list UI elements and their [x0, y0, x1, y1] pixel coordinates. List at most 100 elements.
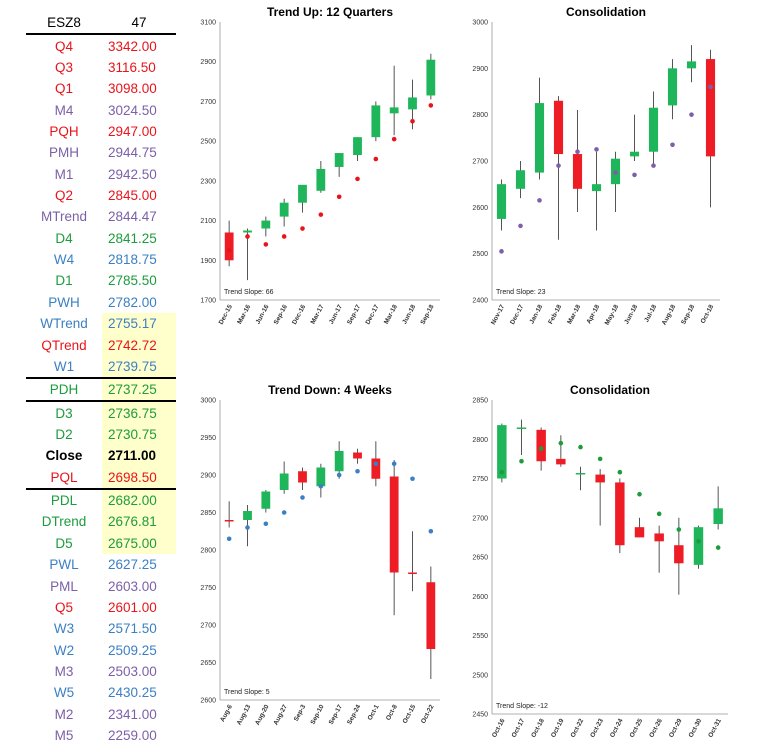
trend-marker	[637, 491, 642, 497]
y-tick-label: 2950	[200, 435, 216, 442]
trend-marker	[656, 511, 662, 517]
y-tick-label: 2400	[472, 298, 488, 305]
level-value: 2844.47	[108, 209, 157, 225]
y-tick-label: 2850	[200, 510, 216, 517]
level-value: 2676.81	[102, 511, 176, 533]
y-tick-label: 2450	[472, 712, 488, 719]
level-row: PDL 2682.00	[26, 489, 176, 512]
y-tick-label: 2750	[200, 585, 216, 592]
level-value: 3116.50	[108, 59, 156, 75]
level-label: D2	[55, 427, 73, 442]
level-value: 2601.00	[108, 599, 157, 615]
level-row: PQL 2698.50	[26, 466, 176, 490]
level-value: 2739.75	[102, 355, 176, 378]
candle-body	[408, 572, 417, 574]
level-value: 2782.00	[108, 294, 157, 310]
y-tick-label: 2750	[472, 476, 488, 483]
level-label: M2	[54, 706, 74, 722]
level-label: W1	[53, 358, 75, 374]
x-tick-label: Nov-17	[490, 303, 507, 326]
trend-marker	[281, 510, 287, 515]
level-label: PML	[50, 578, 78, 594]
y-tick-label: 2500	[472, 251, 488, 258]
candle-body	[713, 508, 723, 525]
x-tick-label: Oct-17	[511, 717, 527, 738]
level-row: Close 2711.00	[26, 445, 176, 467]
candle-body	[389, 476, 399, 573]
candle-body	[408, 97, 417, 110]
level-value: 2944.75	[108, 145, 157, 161]
candle-body	[353, 452, 362, 459]
level-label: Q4	[54, 38, 73, 54]
candle-body	[426, 59, 436, 96]
chart-title: Trend Down: 4 Weeks	[268, 383, 392, 397]
y-tick-label: 2600	[472, 594, 488, 601]
trend-marker	[281, 234, 287, 239]
level-row: Q3 3116.50	[26, 57, 176, 78]
level-row: M3 2503.00	[26, 661, 176, 682]
level-row: D1 2785.50	[26, 270, 176, 291]
x-tick-label: Sep-18	[419, 303, 435, 325]
chart-title: Consolidation	[570, 383, 650, 397]
candle-body	[279, 473, 289, 490]
level-value: 3098.00	[108, 81, 157, 97]
trend-marker	[558, 440, 564, 446]
level-value: 2675.00	[102, 532, 176, 554]
level-value: 2503.00	[108, 663, 157, 679]
trend-marker	[715, 545, 721, 550]
x-tick-label: Dec-15	[218, 303, 234, 325]
candle-body	[629, 151, 640, 157]
trend-marker	[428, 103, 434, 108]
y-tick-label: 2800	[472, 112, 488, 119]
trend-marker	[373, 461, 379, 467]
x-tick-label: Mar-16	[236, 303, 252, 325]
level-value: 2698.50	[102, 466, 176, 488]
x-tick-label: Oct-22	[570, 717, 586, 738]
x-tick-label: Sep-10	[309, 703, 325, 725]
trend-marker	[391, 136, 397, 142]
level-label: D4	[55, 230, 73, 246]
y-tick-label: 2650	[200, 660, 216, 667]
level-value: 3024.50	[108, 102, 157, 118]
x-tick-label: Oct-25	[629, 717, 645, 738]
x-tick-label: Oct-29	[668, 717, 684, 738]
y-tick-label: 2900	[200, 473, 216, 480]
trend-marker	[519, 458, 524, 464]
level-label: PDH	[49, 382, 79, 398]
level-row: PQH 2947.00	[26, 121, 176, 142]
candle-body	[556, 458, 566, 465]
candle-body	[615, 482, 625, 546]
candle-body	[536, 429, 546, 462]
level-label: PMH	[49, 145, 79, 161]
x-tick-label: Mar-17	[310, 303, 326, 325]
candle-body	[497, 425, 507, 479]
chart-title: Consolidation	[566, 5, 646, 19]
level-row: M4 3024.50	[26, 99, 176, 120]
level-label: W3	[53, 621, 75, 637]
level-row: D5 2675.00	[26, 532, 176, 554]
x-tick-label: Oct-26	[648, 717, 664, 738]
candle-body	[515, 170, 526, 189]
x-tick-label: Dec-16	[291, 303, 307, 325]
x-tick-label: Oct-31	[707, 717, 723, 738]
trend-marker	[263, 242, 269, 247]
level-value: 2603.00	[108, 578, 157, 594]
trend-marker	[670, 142, 675, 148]
x-tick-label: Mar-18	[383, 303, 399, 325]
trend-slope-label: Trend Slope: 66	[224, 289, 274, 296]
candle-body	[334, 153, 344, 167]
x-tick-label: Apr-18	[585, 303, 601, 325]
trend-marker	[556, 163, 561, 168]
y-tick-label: 2100	[200, 218, 216, 225]
level-value: 2947.00	[108, 123, 157, 139]
x-tick-label: Feb-18	[547, 303, 563, 325]
level-value: 2259.00	[108, 728, 157, 744]
candle-body	[371, 458, 381, 479]
chart-consolidation-monthly: Consolidation 2400 2500 2600 2700 2800 2900 300…	[458, 5, 730, 355]
candle-body	[334, 451, 344, 472]
level-label: PWL	[49, 557, 79, 573]
level-row: W1 2739.75	[26, 355, 176, 380]
x-tick-label: Sep-17	[346, 303, 362, 325]
level-row: W5 2430.25	[26, 682, 176, 703]
candle-body	[316, 168, 326, 191]
